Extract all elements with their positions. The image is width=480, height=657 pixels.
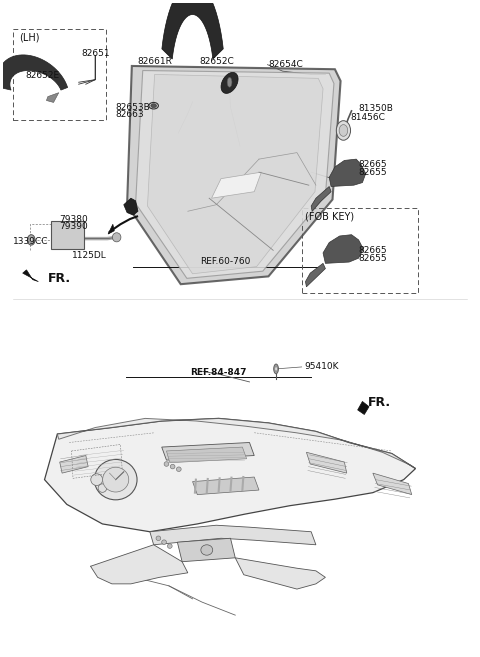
Ellipse shape [112, 233, 121, 242]
Polygon shape [192, 477, 259, 495]
Text: 82665: 82665 [359, 160, 387, 169]
Ellipse shape [339, 125, 348, 136]
Text: (LH): (LH) [19, 33, 39, 43]
Text: REF.60-760: REF.60-760 [201, 257, 251, 266]
Text: 81456C: 81456C [350, 113, 385, 122]
Ellipse shape [274, 364, 278, 374]
Text: 82661R: 82661R [138, 57, 173, 66]
Polygon shape [311, 187, 331, 212]
Text: 79380: 79380 [59, 215, 87, 223]
Text: 82663: 82663 [116, 110, 144, 120]
Ellipse shape [162, 540, 167, 545]
Text: REF.84-847: REF.84-847 [191, 368, 247, 376]
Ellipse shape [164, 462, 169, 466]
Ellipse shape [170, 464, 175, 469]
Text: 1339CC: 1339CC [13, 237, 48, 246]
Ellipse shape [103, 467, 129, 492]
Polygon shape [306, 452, 347, 473]
Polygon shape [47, 93, 59, 102]
Polygon shape [108, 224, 114, 234]
Polygon shape [147, 74, 323, 274]
Text: 82652E: 82652E [25, 71, 60, 80]
Polygon shape [60, 455, 88, 473]
Ellipse shape [98, 484, 107, 492]
Polygon shape [150, 525, 316, 545]
Polygon shape [358, 401, 369, 415]
Polygon shape [373, 473, 412, 495]
Polygon shape [124, 198, 138, 215]
Text: 82652C: 82652C [200, 57, 234, 66]
Polygon shape [235, 558, 325, 589]
Polygon shape [178, 538, 235, 562]
Text: (FOB KEY): (FOB KEY) [305, 212, 355, 222]
Ellipse shape [27, 235, 35, 245]
Polygon shape [162, 443, 254, 460]
Text: FR.: FR. [368, 396, 391, 409]
Text: 82655: 82655 [359, 168, 387, 177]
Polygon shape [329, 159, 366, 187]
Ellipse shape [336, 121, 350, 140]
Polygon shape [91, 545, 188, 584]
Text: 81350B: 81350B [359, 104, 394, 113]
Polygon shape [136, 70, 334, 279]
Ellipse shape [227, 78, 232, 87]
Ellipse shape [30, 238, 33, 242]
Ellipse shape [91, 474, 103, 486]
Polygon shape [305, 263, 325, 287]
Polygon shape [212, 172, 261, 198]
Polygon shape [23, 270, 38, 282]
Polygon shape [221, 72, 238, 93]
Polygon shape [323, 235, 363, 263]
Ellipse shape [156, 536, 161, 541]
Ellipse shape [168, 544, 172, 549]
Text: 82665: 82665 [359, 246, 387, 255]
Polygon shape [57, 419, 416, 468]
Polygon shape [0, 55, 68, 90]
Text: FR.: FR. [48, 273, 71, 286]
Ellipse shape [95, 459, 137, 500]
Ellipse shape [151, 104, 156, 108]
Text: 1125DL: 1125DL [72, 251, 107, 260]
Text: 82653B: 82653B [116, 102, 150, 112]
Ellipse shape [275, 367, 277, 371]
Ellipse shape [177, 467, 181, 472]
Polygon shape [51, 221, 84, 249]
Polygon shape [45, 419, 416, 532]
Text: 95410K: 95410K [304, 363, 338, 371]
Text: 82654C: 82654C [268, 60, 303, 69]
Text: 79390: 79390 [59, 222, 87, 231]
Text: 82655: 82655 [359, 254, 387, 263]
Ellipse shape [201, 545, 213, 555]
Text: 82651: 82651 [81, 49, 109, 58]
Polygon shape [162, 0, 223, 59]
Polygon shape [127, 66, 341, 284]
Polygon shape [167, 447, 247, 463]
